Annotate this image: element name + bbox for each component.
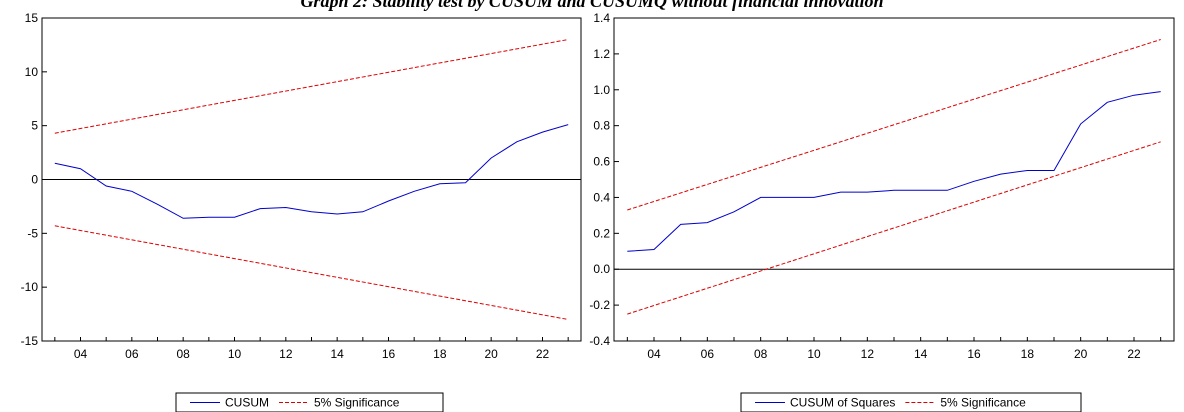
chart1-legend-box	[175, 392, 444, 412]
chart2-y-tick-label: 0.8	[593, 119, 610, 133]
chart2-x-tick-label: 20	[1074, 347, 1088, 361]
chart1-y-tick-label: -5	[27, 226, 38, 240]
chart2-y-tick-label: 1.4	[593, 11, 610, 25]
chart1-x-tick-label: 20	[484, 347, 498, 361]
chart2-x-tick-label: 12	[861, 347, 875, 361]
chart1-y-tick-label: 15	[25, 11, 39, 25]
chart2-x-tick-label: 14	[914, 347, 928, 361]
chart2-x-tick-label: 08	[754, 347, 768, 361]
chart2-y-tick-label: -0.2	[589, 298, 610, 312]
chart2-y-tick-label: 1.2	[593, 47, 610, 61]
chart1-x-tick-label: 18	[433, 347, 447, 361]
chart1-series-main-line	[54, 124, 569, 219]
chart1-legend-label: CUSUM	[225, 396, 269, 410]
chart1-x-tick-label: 08	[176, 347, 190, 361]
chart2-x-tick-label: 10	[807, 347, 821, 361]
chart2-y-tick-label: 1.0	[593, 83, 610, 97]
chart2-series-band-1-line	[627, 39, 1161, 211]
chart1-x-tick-label: 04	[74, 347, 88, 361]
chart1-x-tick-label: 16	[382, 347, 396, 361]
figure-title: Graph 2: Stability test by CUSUM and CUS…	[300, 0, 884, 11]
chart2-legend-box	[740, 392, 1082, 412]
chart2-series-band-2-line	[627, 141, 1161, 315]
chart2-plot-frame	[613, 17, 1175, 342]
chart2-legend-label: 5% Significance	[940, 396, 1026, 410]
chart2-y-tick-label: 0.2	[593, 226, 610, 240]
chart1-x-tick-label: 12	[279, 347, 293, 361]
chart2-x-tick-label: 06	[701, 347, 715, 361]
chart1-series-band-1-line	[54, 39, 569, 134]
chart1-y-tick-label: 0	[31, 173, 38, 187]
chart2-y-tick-label: 0.4	[593, 190, 610, 204]
chart1-x-tick-label: 10	[228, 347, 242, 361]
chart2-y-tick-label: 0.0	[593, 262, 610, 276]
chart2-x-tick-label: 18	[1021, 347, 1035, 361]
chart1-x-tick-label: 22	[536, 347, 550, 361]
chart1-legend-label: 5% Significance	[314, 396, 400, 410]
chart1-x-tick-label: 06	[125, 347, 139, 361]
chart2-y-tick-label: -0.4	[589, 334, 610, 348]
chart2-y-tick-label: 0.6	[593, 155, 610, 169]
chart1-x-tick-label: 14	[330, 347, 344, 361]
chart1-series-band-2-line	[54, 225, 569, 320]
chart2-series-main-line	[627, 91, 1161, 252]
chart1-y-tick-label: 5	[31, 119, 38, 133]
chart1-y-tick-label: -15	[21, 334, 39, 348]
chart2-x-tick-label: 04	[647, 347, 661, 361]
chart2-x-tick-label: 22	[1127, 347, 1141, 361]
chart1-y-tick-label: -10	[21, 280, 39, 294]
chart1-y-tick-label: 10	[25, 65, 39, 79]
chart2-x-tick-label: 16	[967, 347, 981, 361]
chart2-legend-label: CUSUM of Squares	[790, 396, 895, 410]
